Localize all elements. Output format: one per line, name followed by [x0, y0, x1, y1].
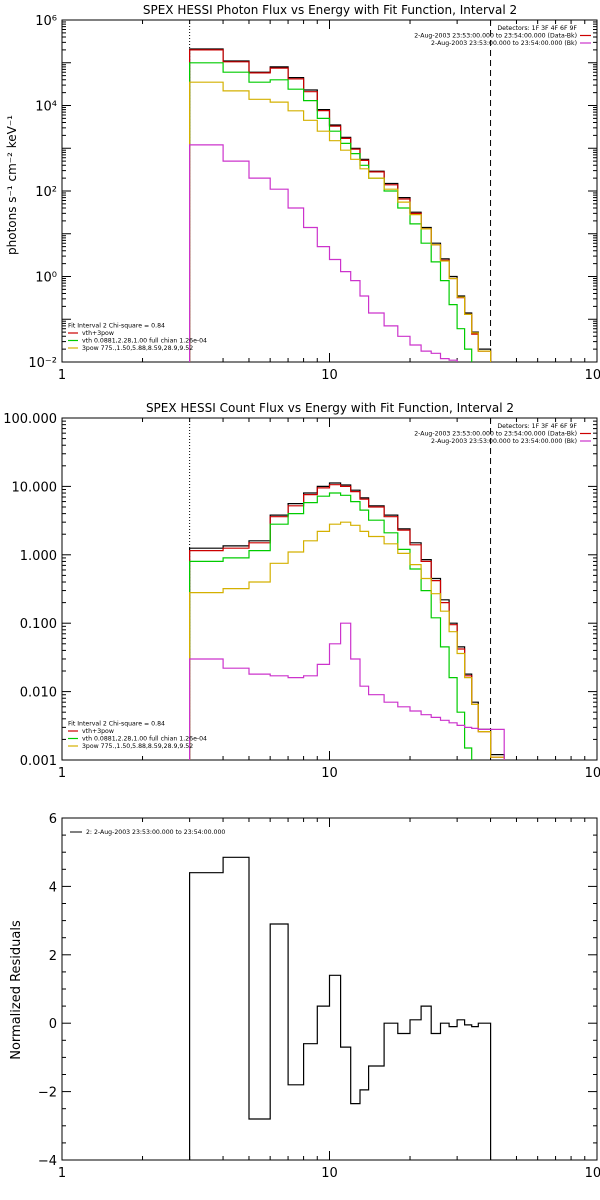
photon-y-tick-label: 10⁻²	[28, 356, 57, 371]
photon-plot-frame	[61, 19, 598, 363]
photon-y-tick-label: 10⁴	[35, 100, 57, 115]
residuals-x-tick-label: 1	[58, 1166, 66, 1181]
photon-series-group	[189, 48, 492, 362]
count-legend-fit-info: Fit Interval 2 Chi-square = 0.84	[68, 721, 165, 728]
residuals-x-tick-label: 10	[321, 1166, 338, 1181]
residuals-y-tick-label: 2	[49, 949, 57, 964]
photon-x-tick-label: 10	[321, 368, 338, 383]
photon-x-tick-label: 1	[58, 368, 66, 383]
count-chart-title: SPEX HESSI Count Flux vs Energy with Fit…	[146, 401, 514, 415]
count-series-bk	[189, 622, 505, 760]
photon-legend-label: vth 0.0881,2.28,1.00 full chian 1.26e-04	[82, 338, 207, 345]
residuals-legend-label: 2: 2-Aug-2003 23:53:00.000 to 23:54:00.0…	[86, 829, 225, 836]
photon-legend-label: 3pow 775.,1.50,5.88,8.59,28.9,9.52	[82, 345, 193, 352]
photon-y-axis-label: photons s⁻¹ cm⁻² keV⁻¹	[5, 115, 19, 255]
photon-x-tick-label: 100	[585, 368, 600, 383]
count-legend-label: vth 0.0881,2.28,1.00 full chian 1.26e-04	[82, 736, 207, 743]
residuals-series-residuals	[189, 856, 492, 1160]
count-y-tick-label: 1.000	[20, 549, 57, 564]
residuals-y-tick-label: 4	[49, 880, 57, 895]
count-flux-panel: SPEX HESSI Count Flux vs Energy with Fit…	[3, 401, 600, 781]
residuals-series-group	[189, 856, 492, 1160]
count-y-tick-label: 0.100	[20, 617, 57, 632]
count-x-tick-label: 1	[58, 766, 66, 781]
residuals-y-tick-label: −4	[38, 1154, 57, 1169]
photon-legend-top-right-text: 2-Aug-2003 23:53:00.000 to 23:54:00.000 …	[431, 40, 577, 47]
count-x-tick-label: 10	[321, 766, 338, 781]
photon-flux-panel: SPEX HESSI Photon Flux vs Energy with Fi…	[5, 3, 600, 383]
count-y-tick-label: 100.000	[3, 412, 57, 427]
count-series-3pow	[189, 521, 505, 760]
photon-legend-label: vth+3pow	[82, 330, 114, 337]
photon-legend-top-right-text: 2-Aug-2003 23:53:00.000 to 23:54:00.000 …	[414, 33, 577, 40]
photon-series-3pow	[189, 81, 492, 362]
count-legend-top-right-text: Detectors: 1F 3F 4F 6F 9F	[497, 423, 577, 430]
photon-y-tick-label: 10⁰	[35, 271, 57, 286]
count-x-tick-label: 100	[585, 766, 600, 781]
photon-series-vth	[189, 62, 473, 362]
photon-legend-fit-info: Fit Interval 2 Chi-square = 0.84	[68, 323, 165, 330]
residuals-y-tick-label: 0	[49, 1017, 57, 1032]
count-plot-frame	[61, 417, 598, 761]
count-series-vth	[189, 492, 473, 760]
count-y-tick-label: 0.001	[20, 754, 57, 769]
count-y-tick-label: 0.010	[20, 686, 57, 701]
count-y-tick-label: 10.000	[12, 480, 58, 495]
residuals-x-tick-label: 100	[585, 1166, 600, 1181]
residuals-y-tick-label: 6	[49, 812, 57, 827]
photon-series-bk	[189, 144, 458, 362]
photon-y-tick-label: 10²	[35, 185, 57, 200]
count-legend-label: 3pow 775.,1.50,5.88,8.59,28.9,9.52	[82, 743, 193, 750]
photon-legend-top-right-text: Detectors: 1F 3F 4F 6F 9F	[497, 25, 577, 32]
residuals-y-tick-label: −2	[38, 1086, 57, 1101]
photon-chart-title: SPEX HESSI Photon Flux vs Energy with Fi…	[143, 3, 517, 17]
residuals-panel: Normalized Residuals 1 10 100 −4 −2 0 2 4 6 2: 2-…	[9, 812, 600, 1181]
count-series-group	[189, 482, 505, 760]
count-legend-top-right-text: 2-Aug-2003 23:53:00.000 to 23:54:00.000 …	[431, 438, 577, 445]
count-legend-label: vth+3pow	[82, 728, 114, 735]
residuals-y-axis-label: Normalized Residuals	[9, 920, 24, 1060]
count-legend-top-right-text: 2-Aug-2003 23:53:00.000 to 23:54:00.000 …	[414, 431, 577, 438]
photon-y-tick-label: 10⁶	[35, 14, 57, 29]
